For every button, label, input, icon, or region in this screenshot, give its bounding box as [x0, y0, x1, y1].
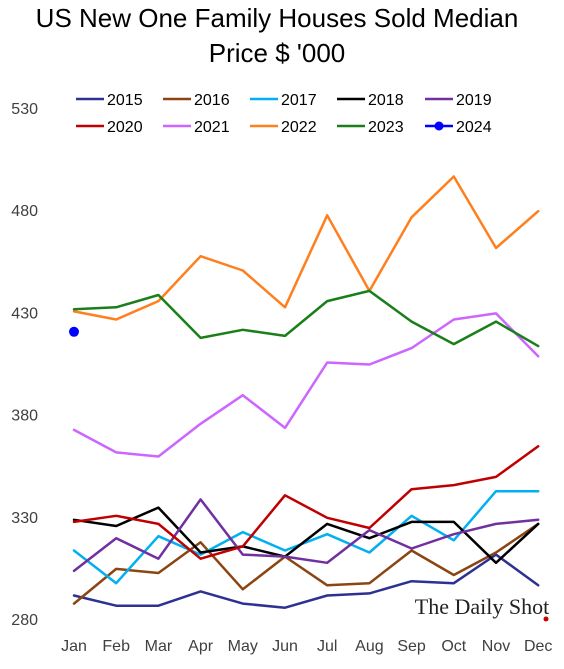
- series-line-2016: [72, 522, 540, 605]
- legend-label: 2019: [456, 92, 492, 109]
- legend-label: 2015: [107, 92, 143, 109]
- y-tick-label: 380: [11, 408, 38, 425]
- data-point-2024: [69, 326, 79, 337]
- legend-label: 2020: [107, 119, 143, 136]
- x-tick-label: Feb: [102, 638, 130, 655]
- x-tick-label: Jan: [61, 638, 87, 655]
- x-tick-label: Jun: [272, 638, 298, 655]
- y-axis-ticks: 280 330 380 430 480 530: [11, 101, 38, 629]
- watermark-dot: [543, 616, 549, 622]
- x-tick-label: Oct: [441, 638, 466, 655]
- legend-label: 2021: [194, 119, 230, 136]
- legend-label: 2023: [368, 119, 404, 136]
- legend-label: 2024: [456, 119, 492, 136]
- x-tick-label: Aug: [355, 638, 383, 655]
- series-2022: [72, 175, 540, 321]
- x-tick-label: Mar: [145, 638, 173, 655]
- legend-item-2016: 2016: [163, 92, 230, 109]
- series-2015: [72, 553, 540, 609]
- series-2024: [69, 326, 79, 337]
- chart-legend: 2015 2016 2017 2018 2019 2020 2021 2022 2023 2024: [76, 92, 492, 136]
- series-line-2020: [72, 445, 540, 560]
- legend-item-2015: 2015: [76, 92, 143, 109]
- x-tick-label: Dec: [524, 638, 552, 655]
- series-2023: [72, 289, 540, 348]
- series-line-2021: [72, 312, 540, 458]
- series-2018: [72, 506, 540, 565]
- x-axis-ticks: Jan Feb Mar Apr May Jun Jul Aug Sep Oct Nov Dec: [61, 638, 552, 655]
- legend-item-2018: 2018: [337, 92, 404, 109]
- legend-label: 2018: [368, 92, 404, 109]
- series-2019: [72, 498, 540, 573]
- series-line-2018: [72, 506, 540, 565]
- legend-item-2019: 2019: [425, 92, 492, 109]
- series-line-2023: [72, 289, 540, 348]
- chart-title-line2: Price $ '000: [209, 38, 346, 68]
- series-2016: [72, 522, 540, 605]
- chart-title-line1: US New One Family Houses Sold Median: [36, 3, 519, 33]
- series-line-2019: [72, 498, 540, 573]
- x-tick-label: Jul: [317, 638, 337, 655]
- legend-item-2022: 2022: [250, 119, 317, 136]
- series-2021: [72, 312, 540, 458]
- legend-label: 2017: [281, 92, 317, 109]
- y-tick-label: 480: [11, 203, 38, 220]
- y-tick-label: 330: [11, 510, 38, 527]
- series-line-2015: [72, 553, 540, 609]
- x-tick-label: Apr: [188, 638, 214, 655]
- legend-item-2021: 2021: [163, 119, 230, 136]
- legend-item-2023: 2023: [337, 119, 404, 136]
- legend-item-2020: 2020: [76, 119, 143, 136]
- watermark-logo: The Daily Shot: [415, 594, 549, 619]
- legend-item-2024: 2024: [425, 119, 492, 136]
- legend-item-2017: 2017: [250, 92, 317, 109]
- x-tick-label: Sep: [397, 638, 426, 655]
- x-tick-label: May: [228, 638, 258, 655]
- y-tick-label: 280: [11, 612, 38, 629]
- legend-label: 2016: [194, 92, 230, 109]
- x-tick-label: Nov: [482, 638, 510, 655]
- y-tick-label: 430: [11, 305, 38, 322]
- plot-area: [69, 175, 540, 609]
- legend-marker: [434, 121, 444, 131]
- series-line-2022: [72, 175, 540, 321]
- y-tick-label: 530: [11, 101, 38, 118]
- legend-label: 2022: [281, 119, 317, 136]
- series-2020: [72, 445, 540, 560]
